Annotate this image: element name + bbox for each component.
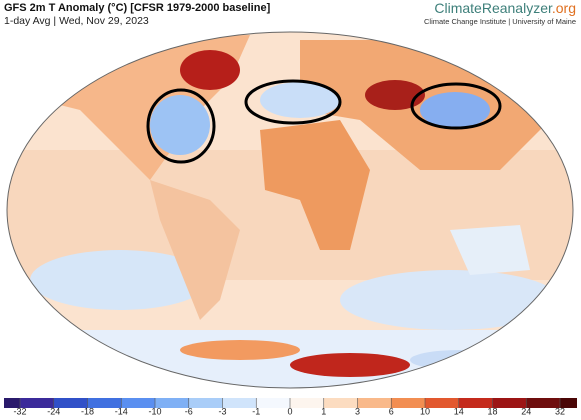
colorbar-segment [391,398,425,408]
colorbar-segment [526,398,560,408]
logo-tagline: Climate Change Institute | University of… [424,17,576,26]
colorbar-tick-label: 24 [521,406,531,416]
colorbar-segment [290,398,324,408]
colorbar-segment [87,398,122,408]
colorbar-tick-label: 1 [321,406,326,416]
colorbar-segment [53,398,88,408]
colorbar-tick-label: -6 [185,406,193,416]
colorbar-segment [121,398,155,408]
colorbar-tick-label: -1 [252,406,260,416]
colorbar-tick-label: -32 [13,406,26,416]
colorbar-tick-label: 14 [454,406,464,416]
colorbar-segment [357,398,392,408]
colorbar-tick-label: -3 [218,406,226,416]
colorbar-segment [323,398,358,408]
colorbar-tick-label: -10 [148,406,161,416]
colorbar-segment [256,398,290,408]
logo-name: ClimateReanalyzer [434,0,553,16]
colorbar-tick-label: 32 [555,406,565,416]
colorbar-tick-label: 0 [287,406,292,416]
colorbar-segment [188,398,223,408]
colorbar-segment [458,398,493,408]
map [7,32,573,388]
title: GFS 2m T Anomaly (°C) [CFSR 1979-2000 ba… [4,2,271,14]
colorbar-segment [155,398,189,408]
colorbar-segment [222,398,257,408]
colorbar-segment [560,398,577,408]
colorbar-tick-label: -24 [47,406,60,416]
logo: ClimateReanalyzer.org [434,0,576,16]
colorbar-tick-label: -18 [81,406,94,416]
subtitle: 1-day Avg | Wed, Nov 29, 2023 [4,15,149,27]
colorbar-segment [4,398,20,408]
colorbar: -32 -24 -18 -14 -10 -6 -3 -1 0 1 3 6 10 14 18 24 32 [4,398,577,416]
colorbar-segment [20,398,54,408]
colorbar-tick-label: 3 [355,406,360,416]
colorbar-tick-label: 18 [487,406,497,416]
colorbar-tick-label: 6 [389,406,394,416]
colorbar-segment [492,398,527,408]
colorbar-tick-label: -14 [115,406,128,416]
colorbar-segment [425,398,459,408]
logo-tld: .org [552,0,576,16]
colorbar-tick-label: 10 [420,406,430,416]
